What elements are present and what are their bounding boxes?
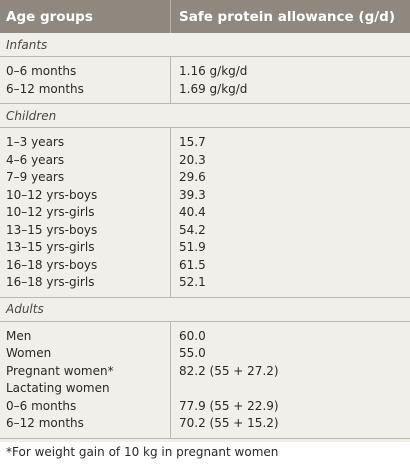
age-group-cell: Lactating women xyxy=(6,380,170,398)
allowance-cell: 60.0 xyxy=(179,328,410,346)
allowance-cell: 15.7 xyxy=(179,134,410,152)
allowance-cell: 1.16 g/kg/d xyxy=(179,63,410,81)
allowance-cell: 51.9 xyxy=(179,239,410,257)
allowance-cell: 55.0 xyxy=(179,345,410,363)
age-group-column: Men Women Pregnant women* Lactating wome… xyxy=(0,322,170,438)
allowance-cell: 61.5 xyxy=(179,257,410,275)
section-title-infants: Infants xyxy=(0,33,410,57)
section-title-children: Children xyxy=(0,104,410,128)
age-group-cell: Men xyxy=(6,328,170,346)
allowance-cell: 70.2 (55 + 15.2) xyxy=(179,415,410,433)
section-body-children: 1–3 years 4–6 years 7–9 years 10–12 yrs-… xyxy=(0,128,410,298)
allowance-column: 60.0 55.0 82.2 (55 + 27.2) 77.9 (55 + 22… xyxy=(170,322,410,438)
header-safe-protein-allowance: Safe protein allowance (g/d) xyxy=(170,0,410,33)
age-group-cell: 0–6 months xyxy=(6,63,170,81)
allowance-cell: 54.2 xyxy=(179,222,410,240)
allowance-cell: 39.3 xyxy=(179,187,410,205)
allowance-cell: 52.1 xyxy=(179,274,410,292)
age-group-column: 0–6 months 6–12 months xyxy=(0,57,170,103)
section-title-adults: Adults xyxy=(0,298,410,322)
age-group-cell: 16–18 yrs-girls xyxy=(6,274,170,292)
allowance-cell: 1.69 g/kg/d xyxy=(179,81,410,99)
section-body-infants: 0–6 months 6–12 months 1.16 g/kg/d 1.69 … xyxy=(0,57,410,104)
allowance-cell: 77.9 (55 + 22.9) xyxy=(179,398,410,416)
allowance-cell: 40.4 xyxy=(179,204,410,222)
table-header: Age groups Safe protein allowance (g/d) xyxy=(0,0,410,33)
section-body-adults: Men Women Pregnant women* Lactating wome… xyxy=(0,322,410,439)
age-group-cell: 6–12 months xyxy=(6,415,170,433)
age-group-cell: 1–3 years xyxy=(6,134,170,152)
age-group-cell: 10–12 yrs-girls xyxy=(6,204,170,222)
age-group-column: 1–3 years 4–6 years 7–9 years 10–12 yrs-… xyxy=(0,128,170,297)
age-group-cell: 13–15 yrs-girls xyxy=(6,239,170,257)
age-group-cell: 16–18 yrs-boys xyxy=(6,257,170,275)
allowance-cell xyxy=(179,380,410,398)
age-group-cell: Women xyxy=(6,345,170,363)
table-footnote: *For weight gain of 10 kg in pregnant wo… xyxy=(0,439,410,466)
age-group-cell: 7–9 years xyxy=(6,169,170,187)
allowance-cell: 82.2 (55 + 27.2) xyxy=(179,363,410,381)
age-group-cell: 0–6 months xyxy=(6,398,170,416)
age-group-cell: 6–12 months xyxy=(6,81,170,99)
age-group-cell: 10–12 yrs-boys xyxy=(6,187,170,205)
allowance-cell: 29.6 xyxy=(179,169,410,187)
header-age-groups: Age groups xyxy=(0,9,170,25)
age-group-cell: 13–15 yrs-boys xyxy=(6,222,170,240)
protein-allowance-table: Age groups Safe protein allowance (g/d) … xyxy=(0,0,410,442)
allowance-cell: 20.3 xyxy=(179,152,410,170)
allowance-column: 1.16 g/kg/d 1.69 g/kg/d xyxy=(170,57,410,103)
allowance-column: 15.7 20.3 29.6 39.3 40.4 54.2 51.9 61.5 … xyxy=(170,128,410,297)
age-group-cell: Pregnant women* xyxy=(6,363,170,381)
age-group-cell: 4–6 years xyxy=(6,152,170,170)
